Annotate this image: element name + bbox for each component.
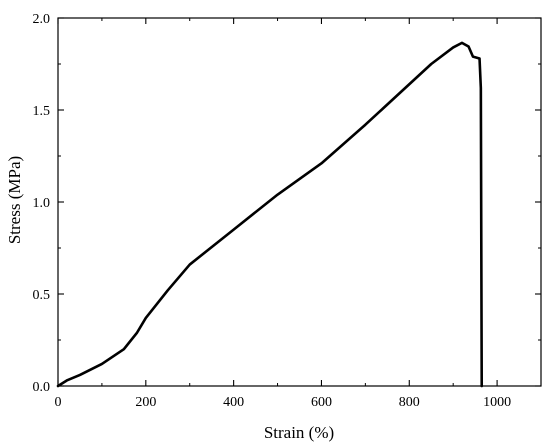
- x-tick-label: 800: [399, 395, 420, 410]
- y-tick-label: 0.0: [33, 380, 51, 395]
- y-tick-label: 1.0: [33, 196, 51, 211]
- x-tick-label: 400: [223, 395, 244, 410]
- y-tick-label: 1.5: [33, 104, 51, 119]
- y-axis-title: Stress (MPa): [5, 156, 24, 244]
- y-tick-label: 2.0: [33, 12, 51, 27]
- y-tick-label: 0.5: [33, 288, 51, 303]
- x-axis-title: Strain (%): [264, 423, 334, 442]
- x-tick-label: 0: [55, 395, 62, 410]
- plot-area: 0 200 400 600 800 1000 0.0 0.5 1.0 1.5 2.0: [33, 12, 542, 410]
- x-tick-label: 600: [311, 395, 332, 410]
- plot-frame: [57, 17, 542, 387]
- x-tick-label: 1000: [483, 395, 511, 410]
- stress-strain-curve: [56, 41, 484, 388]
- x-tick-label: 200: [135, 395, 156, 410]
